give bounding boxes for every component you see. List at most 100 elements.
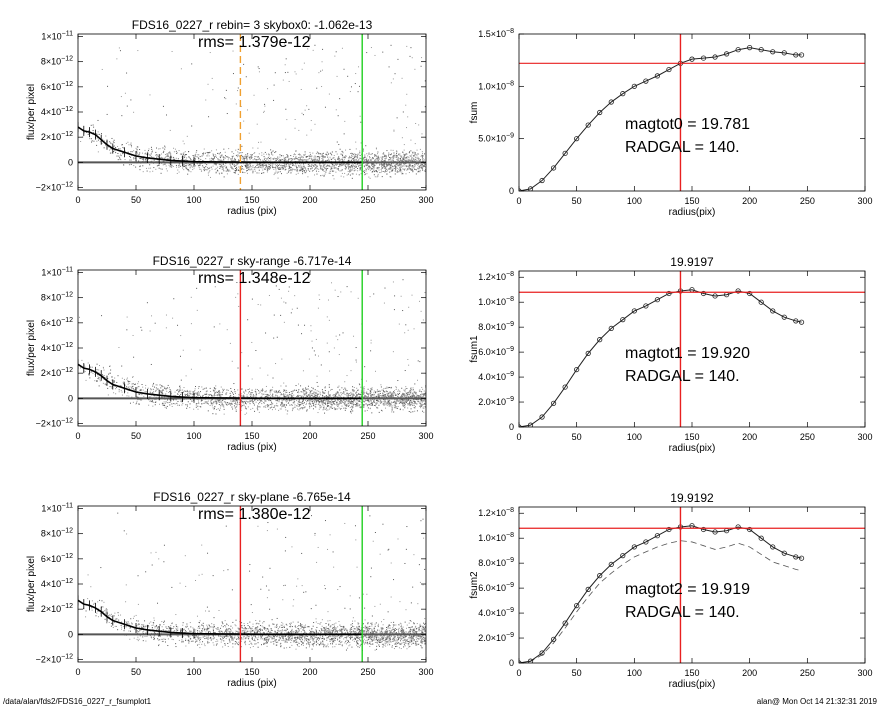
pixel-point [419,148,421,150]
pixel-point [337,159,339,161]
pixel-point [423,164,425,166]
pixel-point [366,164,368,166]
pixel-point [400,156,402,158]
pixel-point [251,298,253,300]
pixel-point [263,153,265,155]
pixel-point [243,400,245,402]
pixel-point [164,148,166,150]
pixel-point [136,152,138,154]
pixel-point [339,159,341,161]
pixel-point [344,399,346,401]
pixel-point [414,410,416,412]
pixel-point [161,396,163,398]
pixel-point [425,400,426,402]
pixel-point [270,149,272,151]
pixel-point [306,105,308,107]
pixel-point [218,393,220,395]
pixel-point [224,165,226,167]
pixel-point [302,160,304,162]
pixel-point [161,385,163,387]
pixel-point [91,371,93,373]
pixel-point [255,166,257,168]
pixel-point [176,152,178,154]
pixel-point [205,158,207,160]
pixel-point [151,156,153,158]
pixel-point [118,391,120,393]
pixel-point [176,172,178,174]
pixel-point [328,399,330,401]
pixel-point [283,393,285,395]
pixel-point [301,391,303,393]
pixel-point [209,52,211,54]
pixel-point [301,170,303,172]
pixel-point [344,164,346,166]
pixel-point [324,156,326,158]
pixel-point [387,402,389,404]
pixel-point [383,156,385,158]
pixel-point [376,171,378,173]
x-tick-label: 0 [516,196,521,206]
pixel-point [331,403,333,405]
pixel-point [352,155,354,157]
plot-area [78,270,426,426]
pixel-point [119,148,121,150]
pixel-point [343,396,345,398]
pixel-point [383,390,385,392]
pixel-point [405,392,407,394]
pixel-point [296,168,298,170]
pixel-point [295,165,297,167]
pixel-point [360,169,362,171]
pixel-point [317,160,319,162]
pixel-point [351,163,353,165]
y-tick-mantissa: 1×10 [41,32,61,42]
pixel-point [205,396,207,398]
pixel-point [160,168,162,170]
pixel-point [139,399,141,401]
pixel-point [406,398,408,400]
pixel-point [156,154,158,156]
pixel-point [331,158,333,160]
pixel-point [354,165,356,167]
growth-point [550,165,557,171]
pixel-point [336,153,338,155]
pixel-point [327,165,329,167]
pixel-point [259,162,261,164]
pixel-point [359,168,361,170]
pixel-point [319,401,321,403]
pixel-point [202,165,204,167]
pixel-point [284,169,286,171]
pixel-point [304,159,306,161]
pixel-point [79,316,81,318]
pixel-point [274,163,276,165]
pixel-point [149,171,151,173]
pixel-point [127,386,129,388]
pixel-point [370,403,372,405]
pixel-point [96,363,98,365]
pixel-point [96,380,98,382]
pixel-point [311,340,313,342]
pixel-point [301,163,303,165]
pixel-point [347,167,349,169]
pixel-point [275,404,277,406]
pixel-point [229,402,231,404]
pixel-point [410,408,412,410]
pixel-point [302,404,304,406]
pixel-point [158,164,160,166]
pixel-point [273,158,275,160]
pixel-point [421,400,423,402]
pixel-point [362,150,364,152]
pixel-point [302,159,304,161]
pixel-point [235,165,237,167]
pixel-point [397,390,399,392]
pixel-point [421,164,423,166]
pixel-point [310,165,312,167]
pixel-point [350,400,352,402]
pixel-point [329,172,331,174]
pixel-point [382,392,384,394]
pixel-point [403,157,405,159]
pixel-point [193,408,195,410]
pixel-point [324,106,326,108]
pixel-point [260,164,262,166]
pixel-point [139,149,141,151]
pixel-point [372,163,374,165]
